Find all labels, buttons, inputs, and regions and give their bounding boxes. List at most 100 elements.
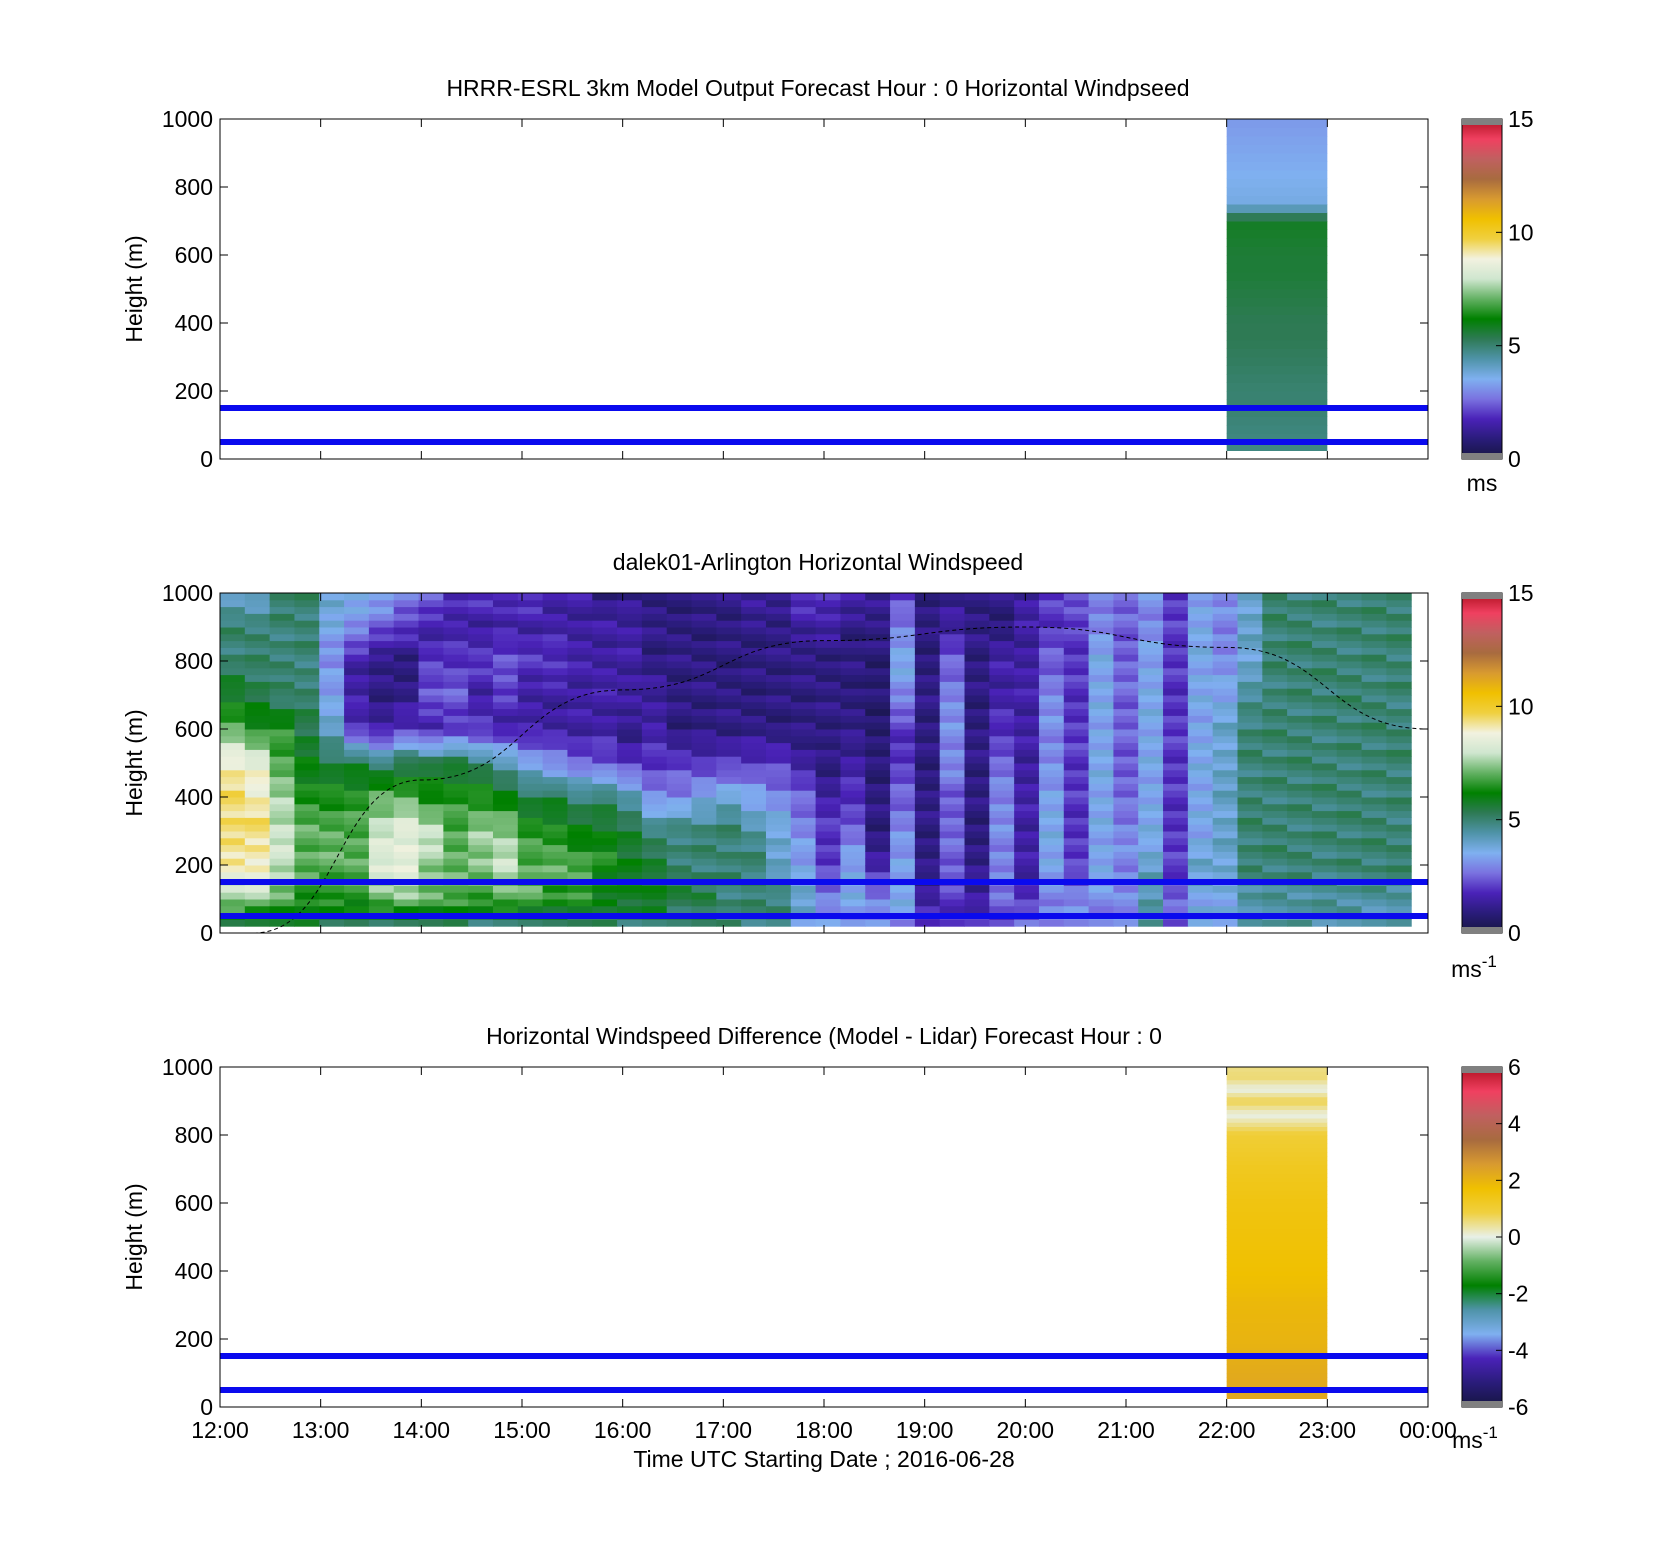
- lidar-cell: [1187, 695, 1214, 703]
- lidar-cell: [567, 851, 593, 859]
- lidar-cell: [815, 858, 841, 866]
- lidar-cell: [294, 749, 320, 757]
- lidar-cell: [641, 892, 668, 900]
- lidar-cell: [617, 667, 643, 676]
- lidar-cell: [244, 831, 271, 839]
- lidar-cell: [244, 742, 271, 750]
- lidar-cell: [741, 654, 767, 662]
- lidar-cell: [1014, 715, 1040, 723]
- lidar-cell: [914, 708, 941, 716]
- lidar-cell: [1038, 729, 1065, 737]
- lidar-cell: [517, 756, 544, 764]
- lidar-cell: [1038, 640, 1065, 648]
- lidar-cell: [691, 803, 717, 812]
- lidar-cell: [890, 667, 916, 676]
- ytick-label: 0: [200, 1394, 213, 1420]
- lidar-cell: [716, 722, 742, 730]
- lidar-cell: [1088, 824, 1114, 832]
- lidar-cell: [617, 817, 643, 825]
- lidar-cell: [319, 647, 345, 655]
- lidar-cell: [716, 831, 742, 839]
- lidar-cell: [220, 763, 246, 771]
- lidar-cell: [617, 831, 643, 839]
- lidar-cell: [641, 810, 668, 818]
- difference-cell: [1226, 1075, 1328, 1081]
- lidar-cell: [1113, 831, 1139, 839]
- lidar-cell: [1038, 899, 1065, 907]
- lidar-cell: [567, 763, 593, 771]
- lidar-cell: [542, 790, 568, 798]
- lidar-cell: [1287, 613, 1313, 621]
- lidar-cell: [269, 667, 295, 676]
- lidar-cell: [1336, 715, 1363, 723]
- lidar-cell: [617, 871, 643, 880]
- lidar-cell: [1187, 688, 1214, 696]
- lidar-cell: [1038, 892, 1065, 900]
- lidar-cell: [592, 783, 618, 791]
- lidar-cell: [418, 742, 444, 750]
- lidar-cell: [1262, 803, 1288, 812]
- lidar-cell: [691, 763, 717, 771]
- lidar-cell: [716, 763, 742, 771]
- lidar-cell: [1287, 606, 1313, 614]
- lidar-cell: [741, 905, 767, 914]
- lidar-cell: [666, 701, 693, 710]
- lidar-cell: [418, 599, 444, 608]
- lidar-cell: [790, 803, 817, 812]
- lidar-cell: [939, 817, 966, 825]
- lidar-cell: [716, 810, 742, 818]
- lidar-cell: [1187, 776, 1214, 784]
- lidar-cell: [1138, 715, 1164, 723]
- lidar-cell: [989, 885, 1015, 893]
- lidar-cell: [592, 647, 618, 655]
- lidar-cell: [220, 756, 246, 764]
- lidar-cell: [914, 593, 941, 601]
- lidar-cell: [567, 803, 593, 812]
- lidar-cell: [1287, 831, 1313, 839]
- lidar-cell: [617, 783, 643, 791]
- lidar-cell: [1088, 593, 1114, 601]
- lidar-cell: [666, 695, 693, 703]
- lidar-cell: [617, 769, 643, 778]
- lidar-cell: [1138, 722, 1164, 730]
- lidar-cell: [319, 756, 345, 764]
- lidar-cell: [344, 790, 370, 798]
- lidar-cell: [1262, 769, 1288, 778]
- lidar-cell: [1237, 627, 1263, 635]
- lidar-cell: [220, 851, 246, 859]
- lidar-cell: [1212, 844, 1239, 852]
- lidar-cell: [319, 722, 345, 730]
- lidar-cell: [517, 640, 544, 648]
- lidar-cell: [1038, 701, 1065, 710]
- lidar-cell: [890, 654, 916, 662]
- lidar-cell: [1138, 797, 1164, 805]
- lidar-cell: [716, 613, 742, 621]
- lidar-cell: [1311, 885, 1338, 893]
- lidar-cell: [244, 606, 271, 614]
- lidar-cell: [790, 695, 817, 703]
- lidar-cell: [368, 899, 395, 907]
- lidar-cell: [1311, 620, 1338, 628]
- lidar-cell: [765, 613, 792, 621]
- lidar-cell: [468, 742, 494, 750]
- colorbar-tick-label: -6: [1508, 1394, 1528, 1420]
- lidar-cell: [741, 885, 767, 893]
- lidar-cell: [1138, 919, 1164, 927]
- lidar-cell: [1212, 627, 1239, 635]
- lidar-cell: [741, 742, 767, 750]
- lidar-cell: [319, 667, 345, 676]
- lidar-cell: [815, 783, 841, 791]
- lidar-cell: [220, 661, 246, 669]
- lidar-cell: [1014, 858, 1040, 866]
- lidar-cell: [865, 803, 891, 812]
- lidar-cell: [1262, 851, 1288, 859]
- lidar-cell: [790, 817, 817, 825]
- lidar-cell: [939, 674, 966, 682]
- lidar-cell: [815, 606, 841, 614]
- lidar-cell: [1113, 640, 1139, 648]
- lidar-cell: [914, 729, 941, 737]
- lidar-cell: [492, 674, 519, 682]
- lidar-cell: [1262, 729, 1288, 737]
- lidar-cell: [865, 667, 891, 676]
- lidar-cell: [641, 769, 668, 778]
